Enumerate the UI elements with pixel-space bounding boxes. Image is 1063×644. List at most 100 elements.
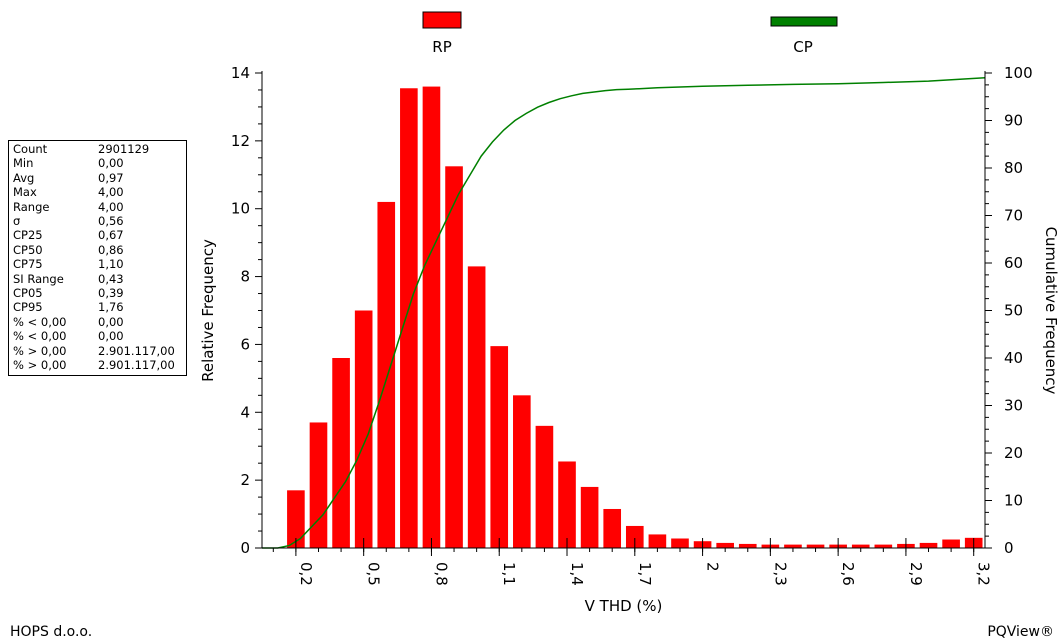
stat-value: 4,00 xyxy=(98,199,124,214)
stat-label: Range xyxy=(13,199,50,214)
stat-row: CP95 1,76 xyxy=(9,300,186,314)
bar-rp xyxy=(332,358,350,548)
bar-rp xyxy=(422,86,441,549)
stat-row: CP25 0,67 xyxy=(9,228,186,242)
stat-label: Min xyxy=(13,156,34,171)
stat-label: % > 0,00 xyxy=(13,343,67,358)
bar-rp xyxy=(490,346,509,548)
stat-value: 0,00 xyxy=(98,156,124,171)
y-axis-title: Relative Frequency xyxy=(199,239,217,382)
x-tick-label: 0,5 xyxy=(365,562,383,586)
y2-axis-title: Cumulative Frequency xyxy=(1042,227,1060,395)
y2-tick-label: 100 xyxy=(1004,64,1033,82)
y-tick-label: 6 xyxy=(240,335,250,353)
stat-row: Avg 0,97 xyxy=(9,171,186,185)
y2-tick-label: 50 xyxy=(1004,302,1023,320)
x-tick-label: 2,9 xyxy=(907,562,925,586)
bar-rp xyxy=(535,425,554,548)
stat-label: % < 0,00 xyxy=(13,329,67,344)
stat-label: CP25 xyxy=(13,228,43,243)
bar-rp xyxy=(716,542,734,548)
x-axis-title: V THD (%) xyxy=(585,597,663,615)
stat-row: % < 0,00 0,00 xyxy=(9,315,186,329)
line-series-cp xyxy=(262,77,986,549)
bar-rp xyxy=(467,266,486,548)
stat-label: Count xyxy=(13,142,48,156)
stat-row: Range 4,00 xyxy=(9,200,186,214)
stat-row: SI Range 0,43 xyxy=(9,272,186,286)
stat-value: 0,56 xyxy=(98,214,124,229)
stat-label: % < 0,00 xyxy=(13,314,67,329)
bar-rp xyxy=(377,201,396,548)
bar-rp xyxy=(738,543,757,548)
chart-axes: 0 2 4 6 8 10 12 14 0 10 20 30 40 50 60 70 80 90 100 0,2 0,5 0… xyxy=(231,64,1033,586)
x-tick-label: 2,6 xyxy=(839,562,857,586)
stat-label: % > 0,00 xyxy=(13,358,67,373)
stat-value: 1,76 xyxy=(98,300,124,315)
y-tick-label: 2 xyxy=(240,471,250,489)
x-tick-label: 2,3 xyxy=(771,562,789,586)
bar-rp xyxy=(942,539,960,548)
bar-rp xyxy=(648,534,667,548)
y2-tick-label: 80 xyxy=(1004,159,1023,177)
bar-series-rp xyxy=(287,86,983,549)
bar-rp xyxy=(784,544,802,548)
stat-value: 0,00 xyxy=(98,329,124,344)
y2-tick-label: 90 xyxy=(1004,112,1023,130)
legend-swatch-rp xyxy=(422,11,462,29)
bar-rp xyxy=(354,310,373,548)
bar-rp xyxy=(309,422,328,548)
bar-rp xyxy=(287,490,305,548)
stat-value: 0,86 xyxy=(98,242,124,257)
bar-rp xyxy=(445,166,463,548)
stat-row: % > 0,00 2.901.117,00 xyxy=(9,344,186,358)
stat-label: CP95 xyxy=(13,300,43,315)
stat-value: 2.901.117,00 xyxy=(98,343,175,358)
stat-row: % < 0,00 0,00 xyxy=(9,329,186,343)
x-tick-label: 1,4 xyxy=(568,562,586,586)
stat-label: CP75 xyxy=(13,257,43,272)
stat-value: 2.901.117,00 xyxy=(98,358,175,373)
x-tick-label: 0,8 xyxy=(432,562,450,586)
bar-rp xyxy=(400,88,418,549)
bar-rp xyxy=(625,525,644,548)
stat-label: Max xyxy=(13,185,37,200)
statistics-table: Count 2901129 Min 0,00 Avg 0,97 Max 4,00 Range 4,… xyxy=(8,140,187,376)
x-tick-label: 2 xyxy=(704,562,722,572)
stat-label: CP05 xyxy=(13,286,43,301)
stat-label: σ xyxy=(13,214,21,229)
x-tick-label: 3,2 xyxy=(975,562,993,586)
y-tick-label: 14 xyxy=(231,64,250,82)
x-tick-label: 1,7 xyxy=(636,562,654,586)
stat-label: CP50 xyxy=(13,242,43,257)
chart-axis-labels: V THD (%) Relative Frequency Cumulative Fr… xyxy=(199,227,1060,615)
stat-row: CP50 0,86 xyxy=(9,243,186,257)
stat-row: Max 4,00 xyxy=(9,185,186,199)
stat-value: 0,43 xyxy=(98,271,124,286)
stat-value: 0,00 xyxy=(98,314,124,329)
y-tick-label: 10 xyxy=(231,200,250,218)
bar-rp xyxy=(874,544,893,548)
stat-row: CP75 1,10 xyxy=(9,257,186,271)
bar-rp xyxy=(513,395,531,548)
stat-label: Avg xyxy=(13,170,35,185)
bar-rp xyxy=(806,544,825,548)
y2-tick-label: 0 xyxy=(1004,539,1014,557)
legend-swatch-cp xyxy=(770,16,838,27)
x-tick-label: 1,1 xyxy=(500,562,518,586)
bar-rp xyxy=(603,508,622,548)
chart-legend: RP CP xyxy=(422,11,838,56)
stat-row: % > 0,00 2.901.117,00 xyxy=(9,358,186,372)
footer-product: PQView® xyxy=(987,624,1054,640)
y2-tick-label: 30 xyxy=(1004,397,1023,415)
stat-value: 2901129 xyxy=(98,142,150,156)
y-tick-label: 12 xyxy=(231,132,250,150)
bar-rp xyxy=(580,486,599,548)
x-tick-label: 0,2 xyxy=(297,562,315,586)
y-tick-label: 0 xyxy=(240,539,250,557)
y-tick-label: 8 xyxy=(240,268,250,286)
bar-rp xyxy=(558,461,576,548)
stat-value: 1,10 xyxy=(98,257,124,272)
stat-row: CP05 0,39 xyxy=(9,286,186,300)
